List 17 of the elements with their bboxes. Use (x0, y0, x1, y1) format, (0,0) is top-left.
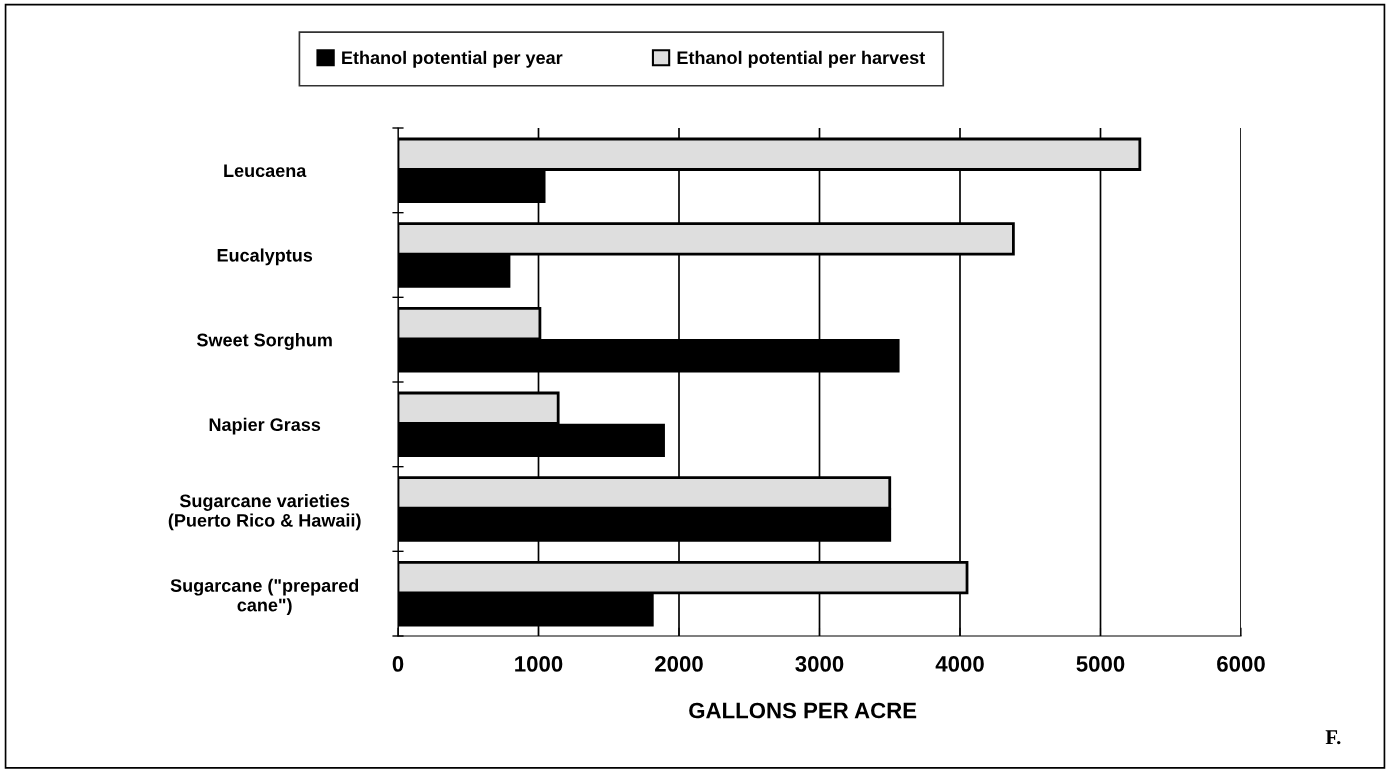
x-tick-label: 4000 (935, 656, 984, 672)
x-tick-label: 3000 (795, 656, 844, 672)
y-tick-label: Sugarcane ("prepared cane") (170, 578, 359, 616)
text: F. (1325, 730, 1341, 745)
x-tick-label: 5000 (1076, 656, 1125, 672)
x-axis-title: GALLONS PER ACRE (689, 702, 917, 719)
legend-label: Ethanol potential per year (342, 50, 563, 68)
x-tick-label: 6000 (1217, 656, 1265, 672)
x-tick-label: 2000 (655, 656, 703, 672)
y-tick-label: Napier Grass (209, 417, 321, 435)
x-tick-label: 1000 (515, 656, 563, 672)
y-tick-label: Leucaena (224, 164, 307, 178)
x-tick-label: 0 (392, 656, 404, 672)
y-tick-label: Sugarcane varieties (Puerto Rico & Hawaii) (168, 494, 361, 531)
y-tick-label: Eucalyptus (217, 248, 313, 266)
legend-label: Ethanol potential per harvest (677, 50, 925, 68)
y-tick-label: Sweet Sorghum (196, 333, 332, 351)
